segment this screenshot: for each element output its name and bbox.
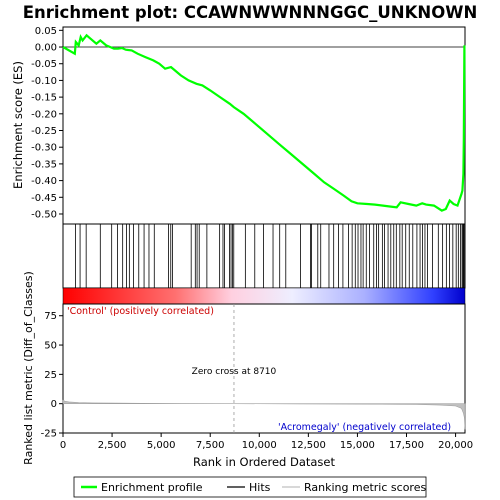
es-y-tick-label: -0.10	[31, 76, 57, 87]
es-y-tick-label: -0.45	[31, 193, 57, 204]
zero-cross-label: Zero cross at 8710	[192, 367, 277, 377]
positive-class-label: 'Control' (positively correlated)	[67, 306, 214, 317]
es-y-tick-label: -0.40	[31, 176, 57, 187]
es-panel-frame	[62, 26, 466, 225]
x-tick-label: 15,000	[340, 440, 375, 451]
legend-entry-hits: Hits	[249, 481, 271, 494]
x-tick-label: 20,000	[438, 440, 473, 451]
es-y-tick-label: -0.15	[31, 93, 57, 104]
ranking-y-tick-label: 75	[44, 311, 57, 322]
es-y-tick-label: -0.50	[31, 209, 57, 220]
legend-entry-ranking: Ranking metric scores	[304, 481, 426, 494]
es-y-tick-label: -0.05	[31, 59, 57, 70]
es-y-tick-label: -0.25	[31, 126, 57, 137]
ranking-y-axis-label: Ranked list metric (Diff_of_Classes)	[22, 271, 35, 465]
es-y-tick-label: -0.30	[31, 143, 57, 154]
x-tick-label: 17,500	[389, 440, 424, 451]
legend-entry-enrichment: Enrichment profile	[101, 481, 203, 494]
ranking-panel-frame	[62, 303, 466, 434]
x-axis-label: Rank in Ordered Dataset	[193, 455, 336, 469]
legend: Enrichment profile Hits Ranking metric s…	[73, 476, 427, 498]
es-y-tick-label: -0.35	[31, 159, 57, 170]
x-tick-label: 0	[60, 440, 66, 451]
hits-panel	[62, 223, 466, 289]
es-y-tick-label: -0.20	[31, 109, 57, 120]
ranking-y-tick-label: 25	[44, 370, 57, 381]
es-panel: 0.05 0.00 -0.05 -0.10 -0.15 -0.20 -0.25 -0.30 -0…	[11, 26, 466, 225]
rank-colorbar	[62, 287, 466, 305]
ranking-metric-area	[62, 399, 466, 430]
es-y-tick-label: 0.05	[35, 26, 57, 37]
legend-box	[73, 476, 427, 498]
x-tick-label: 12,500	[291, 440, 326, 451]
x-tick-label: 7,500	[196, 440, 225, 451]
x-tick-label: 5,000	[147, 440, 176, 451]
x-tick-label: 10,000	[242, 440, 277, 451]
negative-class-label: 'Acromegaly' (negatively correlated)	[278, 422, 451, 433]
x-tick-label: 2,500	[98, 440, 127, 451]
ranking-y-tick-label: 50	[44, 341, 57, 352]
es-y-axis-label: Enrichment score (ES)	[11, 61, 25, 189]
ranking-y-tick-label: -25	[41, 429, 57, 440]
es-y-tick-label: 0.00	[35, 43, 57, 54]
chart-title: Enrichment plot: CCAWNWWNNNGGC_UNKNOWN	[23, 3, 478, 22]
hits-panel-frame	[62, 223, 466, 289]
enrichment-profile-line	[62, 33, 466, 212]
ranking-y-tick-label: 0	[51, 399, 57, 410]
